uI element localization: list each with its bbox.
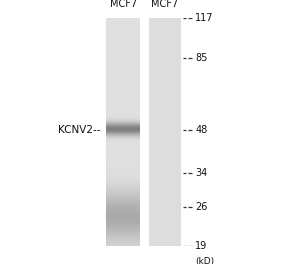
- Text: 48: 48: [195, 125, 207, 135]
- Text: MCF7: MCF7: [110, 0, 137, 9]
- Text: MCF7: MCF7: [151, 0, 178, 9]
- Text: 34: 34: [195, 168, 207, 178]
- Text: 26: 26: [195, 202, 208, 212]
- Text: 85: 85: [195, 53, 208, 63]
- Text: 117: 117: [195, 13, 214, 23]
- Text: 19: 19: [195, 241, 207, 251]
- Text: KCNV2--: KCNV2--: [58, 125, 100, 135]
- Text: (kD): (kD): [195, 257, 215, 264]
